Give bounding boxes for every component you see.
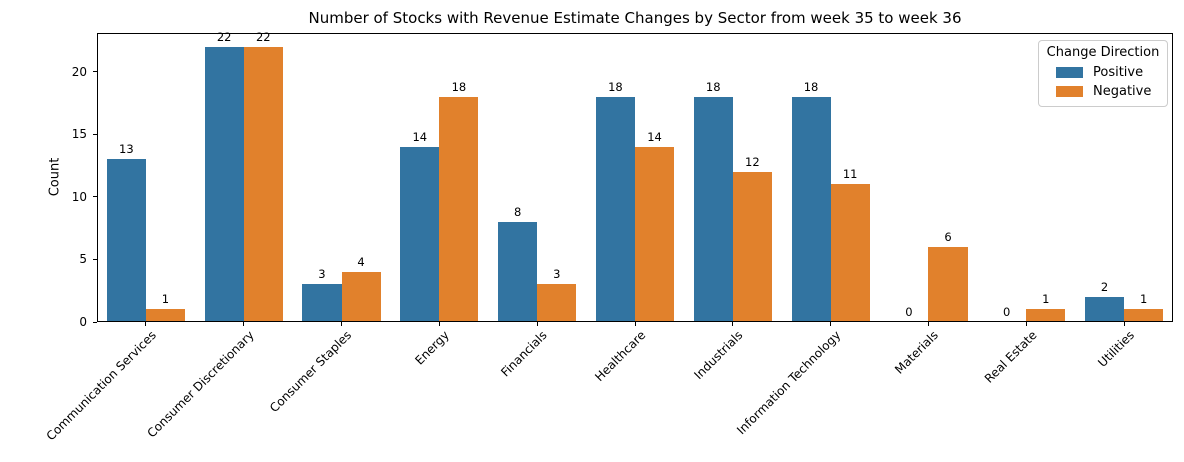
x-tick-mark (732, 322, 734, 326)
bar-value-label: 0 (905, 305, 913, 319)
x-tick-mark (243, 322, 245, 326)
legend-entry-negative: Negative (1044, 82, 1162, 101)
bar-positive-financials (498, 222, 538, 321)
bar-value-label: 1 (1042, 292, 1050, 306)
x-tick-label-information-technology: Information Technology (734, 328, 844, 438)
bar-value-label: 22 (216, 30, 232, 44)
y-axis-label: Count (47, 157, 63, 197)
bar-negative-materials (928, 247, 968, 321)
y-tick-label: 10 (71, 189, 87, 204)
x-tick-mark (145, 322, 147, 326)
bar-value-label: 18 (608, 80, 623, 94)
x-tick-mark (830, 322, 832, 326)
y-tick-mark (93, 71, 97, 73)
bar-value-label: 8 (513, 205, 522, 219)
x-tick-mark (634, 322, 636, 326)
bar-value-label: 14 (647, 130, 662, 144)
bar-negative-information-technology (830, 184, 870, 321)
bar-value-label: 18 (803, 80, 819, 94)
bar-negative-energy (439, 97, 479, 321)
bar-value-label: 2 (1100, 280, 1109, 294)
x-tick-label-healthcare: Healthcare (591, 328, 648, 385)
legend-title: Change Direction (1046, 45, 1160, 60)
x-tick-label-consumer-discretionary: Consumer Discretionary (144, 328, 257, 441)
legend-entry-positive: Positive (1044, 63, 1162, 82)
bar-value-label: 22 (255, 30, 271, 44)
x-tick-label-industrials: Industrials (691, 328, 746, 383)
bar-positive-consumer-staples (302, 284, 342, 321)
bar-negative-utilities (1124, 309, 1164, 321)
bar-value-label: 14 (412, 130, 428, 144)
legend: Change Direction Positive Negative (1038, 40, 1168, 107)
y-tick-mark (93, 133, 97, 135)
x-tick-mark (536, 322, 538, 326)
y-tick-mark (93, 321, 97, 323)
bar-negative-consumer-discretionary (243, 47, 283, 321)
legend-swatch-positive-icon (1056, 67, 1083, 78)
y-tick-mark (93, 196, 97, 198)
bar-positive-industrials (693, 97, 733, 321)
x-tick-label-utilities: Utilities (1095, 328, 1137, 370)
x-tick-label-energy: Energy (412, 328, 453, 368)
x-tick-label-consumer-staples: Consumer Staples (267, 328, 355, 416)
legend-entry-positive-label: Positive (1093, 65, 1144, 80)
bar-positive-information-technology (791, 97, 831, 321)
y-tick-label: 15 (71, 127, 87, 142)
x-tick-mark (438, 322, 440, 326)
bar-value-label: 1 (161, 292, 170, 306)
bar-negative-real-estate (1026, 309, 1066, 321)
y-tick-label: 5 (79, 252, 87, 267)
legend-swatch-negative-icon (1056, 86, 1083, 97)
bar-positive-utilities (1084, 297, 1125, 321)
bar-negative-healthcare (635, 147, 675, 321)
x-tick-mark (1025, 322, 1027, 326)
bar-value-label: 3 (318, 267, 326, 281)
y-tick-mark (93, 258, 97, 260)
bar-negative-consumer-staples (341, 272, 381, 321)
bar-value-label: 1 (1139, 292, 1148, 306)
bar-value-label: 4 (357, 255, 365, 269)
chart-title: Number of Stocks with Revenue Estimate C… (308, 9, 962, 27)
bar-negative-communication-services (145, 309, 186, 321)
bar-value-label: 13 (119, 142, 134, 156)
x-tick-label-communication-services: Communication Services (43, 328, 159, 444)
y-tick-label: 20 (71, 64, 87, 79)
x-tick-label-financials: Financials (498, 328, 551, 380)
y-tick-label: 0 (79, 315, 87, 329)
bar-positive-energy (400, 147, 440, 321)
bar-value-label: 0 (1003, 305, 1011, 319)
legend-entry-negative-label: Negative (1093, 84, 1152, 99)
bar-value-label: 18 (451, 80, 467, 94)
bar-positive-communication-services (106, 159, 146, 321)
x-tick-mark (1123, 322, 1125, 326)
x-tick-label-materials: Materials (892, 328, 942, 377)
bar-positive-consumer-discretionary (204, 47, 244, 321)
bar-negative-industrials (732, 172, 772, 321)
bar-value-label: 11 (842, 167, 858, 181)
bar-value-label: 12 (745, 155, 760, 169)
x-tick-mark (341, 322, 343, 326)
bar-value-label: 3 (553, 267, 561, 281)
bar-positive-healthcare (595, 97, 635, 321)
bar-value-label: 6 (944, 230, 952, 244)
bar-negative-financials (537, 284, 577, 321)
x-tick-mark (927, 322, 929, 326)
bar-value-label: 18 (705, 80, 721, 94)
x-tick-label-real-estate: Real Estate (981, 328, 1040, 386)
